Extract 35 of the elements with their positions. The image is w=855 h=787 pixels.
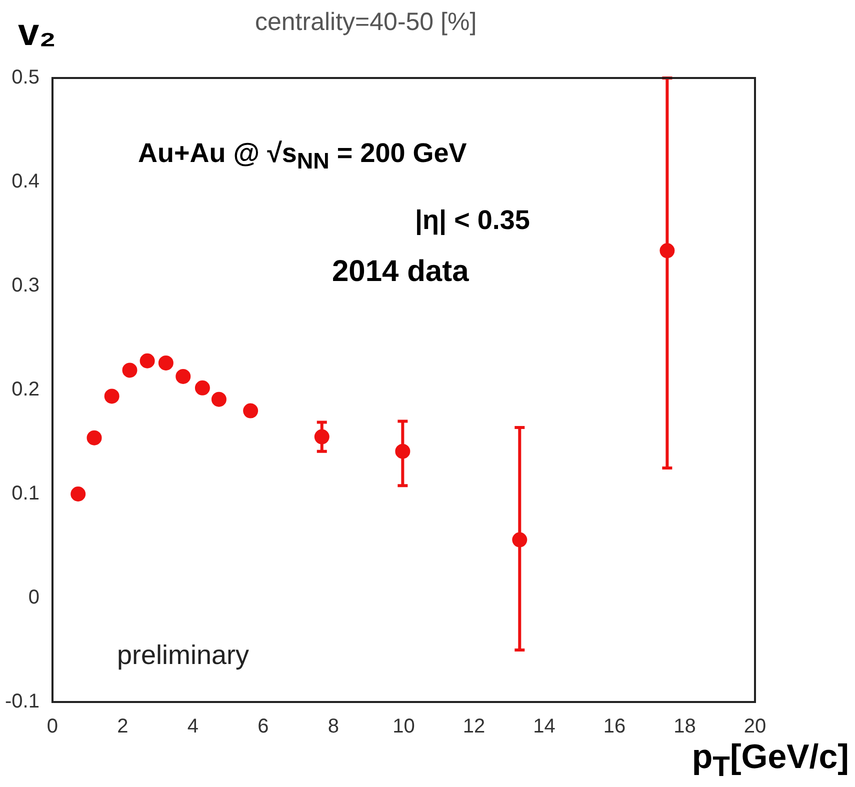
x-tick-label: 8 [328,716,340,738]
y-tick-label: -0.1 [4,690,40,713]
annotation: 2014 data [332,255,469,289]
y-axis-title: v₂ [18,12,56,55]
point [211,392,226,407]
x-tick-label: 0 [46,716,58,738]
y-tick-label: 0.3 [12,274,40,297]
x-tick-label: 10 [392,716,415,738]
x-tick-label: 18 [674,716,696,738]
annotation: |η| < 0.35 [415,205,530,236]
point [140,353,155,368]
point [104,388,120,404]
y-tick-label: 0 [28,586,40,609]
x-tick-label: 14 [533,716,556,738]
x-axis-title: p$_{T}$[GeV/c] [692,738,849,784]
x-tick-label: 6 [258,716,269,738]
point [176,368,191,384]
y-tick-label: 0.4 [12,170,40,193]
y-tick-label: 0.2 [12,378,40,401]
x-tick-label: 2 [117,716,128,738]
x-tick-label: 12 [462,716,486,738]
point [243,403,258,418]
annotation: preliminary [117,640,250,671]
x-tick-label: 20 [744,716,766,738]
annotation: Au+Au @ √s$_{NN}$ = 200 GeV [138,138,467,174]
x-tick-label: 4 [187,716,199,738]
point [70,486,86,502]
y-tick-label: 0.5 [12,66,40,89]
chart-title: centrality=40-50 [%] [255,8,477,37]
x-tick-label: 16 [603,716,626,738]
y-tick-label: 0.1 [12,482,40,505]
point [158,355,174,370]
point [122,362,138,378]
point [194,380,210,396]
point [86,430,102,446]
